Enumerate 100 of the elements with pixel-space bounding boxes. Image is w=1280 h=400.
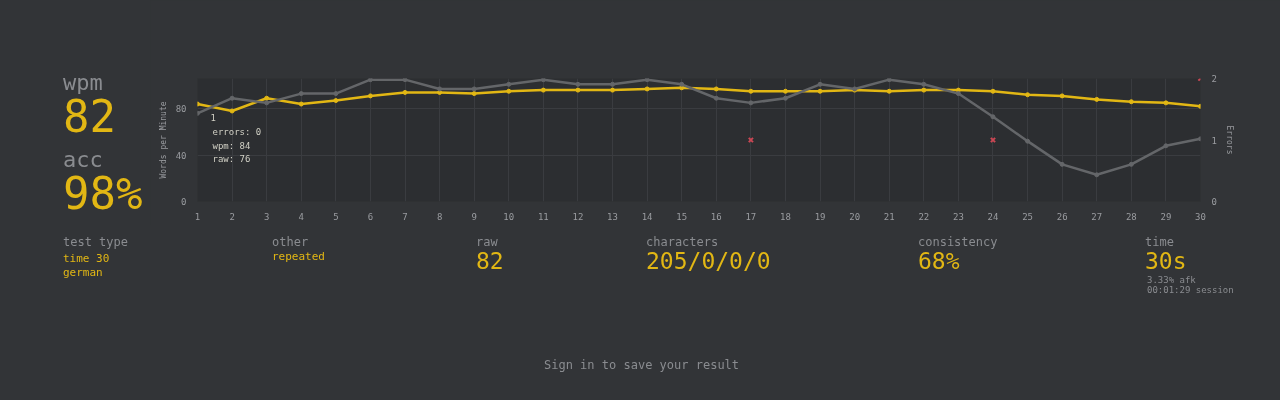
point [679, 81, 685, 87]
x-tick-label: 5 [333, 211, 339, 222]
point [1163, 100, 1169, 106]
point [575, 87, 581, 93]
y-tick-label: 40 [175, 150, 187, 161]
point [644, 78, 650, 83]
x-tick-label: 18 [780, 211, 791, 222]
point [402, 89, 408, 95]
x-tick-label: 15 [676, 211, 688, 222]
x-tick-label: 10 [503, 211, 515, 222]
point [748, 100, 754, 106]
point [886, 88, 892, 94]
point [540, 78, 546, 83]
point [886, 78, 892, 83]
x-tick-label: 7 [402, 211, 408, 222]
point [471, 86, 477, 92]
x-tick-label: 21 [883, 211, 895, 222]
point [782, 95, 788, 101]
x-tick-label: 19 [814, 211, 826, 222]
x-tick-label: 12 [572, 211, 584, 222]
y2-tick-label: 0 [1211, 197, 1217, 207]
x-tick-label: 29 [1160, 211, 1172, 222]
text: test type [63, 235, 129, 249]
point [298, 101, 304, 107]
point [921, 81, 927, 87]
x-tick-label: 22 [918, 211, 930, 222]
x-tick-label: 26 [1056, 211, 1068, 222]
x-tick-label: 6 [367, 211, 374, 222]
point [713, 86, 719, 92]
point [540, 87, 546, 93]
x-tick-label: 4 [298, 211, 304, 222]
text: consistency [918, 235, 998, 249]
x-tick-label: 20 [849, 211, 861, 222]
x-tick-label: 27 [1091, 211, 1103, 222]
point [644, 86, 650, 92]
text: 00:01:29 session [1147, 285, 1234, 295]
point [817, 81, 823, 87]
text: wpm [63, 70, 103, 95]
point [471, 91, 477, 97]
text: Sign in to save your result [544, 358, 740, 372]
point [264, 95, 270, 101]
point [1128, 99, 1134, 105]
x-tick-label: 30 [1195, 211, 1206, 222]
text: 3.33% afk [1147, 275, 1196, 285]
y2-tick-label: 2 [1211, 74, 1217, 84]
text: other [272, 235, 309, 249]
x-tick-label: 14 [641, 211, 653, 222]
point [229, 108, 235, 114]
x-tick-label: 2 [229, 211, 235, 222]
point [713, 95, 719, 101]
point [817, 88, 823, 94]
x-tick-label: 8 [436, 211, 443, 222]
text: raw [476, 235, 498, 249]
x-tick-label: 3 [263, 211, 270, 222]
x-tick-label: 28 [1125, 211, 1137, 222]
point [333, 91, 339, 97]
annotation: wpm: 84 [212, 140, 251, 151]
y-axis-title: Words per Minute [158, 101, 168, 179]
annotation: raw: 76 [212, 153, 251, 164]
point [506, 81, 512, 87]
point [298, 91, 304, 97]
point [1094, 172, 1100, 178]
x-tick-label: 1 [194, 211, 201, 222]
point [782, 88, 788, 94]
point [264, 100, 270, 106]
point [955, 87, 961, 93]
text: 82 [476, 248, 504, 274]
x-tick-label: 13 [607, 211, 618, 222]
x-tick-label: 23 [952, 211, 964, 222]
x-tick-label: 9 [471, 211, 477, 222]
point [1094, 96, 1100, 102]
point [955, 91, 961, 97]
x-tick-label: 17 [745, 211, 757, 222]
y2-tick-label: 1 [1211, 135, 1217, 146]
text: time 30 [63, 252, 110, 265]
point [610, 87, 616, 93]
text: 30s [1145, 248, 1187, 274]
annotation: 1 [210, 112, 216, 123]
y2-axis-title: Errors [1224, 125, 1234, 155]
x-tick-label: 25 [1022, 211, 1033, 222]
point [367, 93, 373, 99]
x-tick-label: 11 [537, 211, 549, 222]
point [1128, 161, 1134, 167]
x-tick-label: 24 [987, 211, 999, 222]
text: 205/0/0/0 [646, 248, 771, 274]
point [1025, 138, 1031, 144]
point [333, 98, 339, 104]
text: time [1145, 235, 1174, 249]
point [367, 78, 373, 83]
point [1025, 92, 1031, 98]
point [748, 88, 754, 94]
point [402, 78, 408, 83]
y-tick-label: 0 [181, 197, 187, 207]
text: 68% [918, 248, 960, 274]
point [1059, 93, 1065, 99]
text: characters [646, 235, 719, 249]
text: german [63, 266, 103, 279]
point [990, 88, 996, 94]
point [1163, 143, 1169, 149]
text: repeated [272, 250, 325, 263]
